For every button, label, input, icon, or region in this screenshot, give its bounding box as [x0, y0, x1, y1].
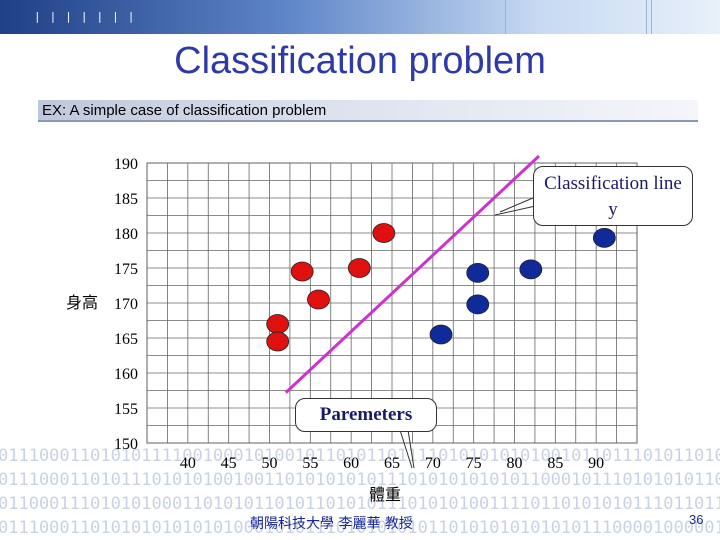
data-point: [266, 314, 290, 334]
data-point: [592, 227, 616, 248]
y-tick-label: 190: [114, 156, 138, 173]
binary-background: 0111000110101011110010001010010110101101…: [0, 440, 720, 540]
x-axis-label: 體重: [369, 485, 401, 504]
y-axis-label: 身高: [66, 293, 98, 312]
footer-credit: 朝陽科技大學 李麗華 教授: [250, 516, 413, 532]
x-tick-label: 50: [262, 455, 278, 472]
x-tick-label: 65: [384, 455, 400, 472]
y-tick-label: 160: [114, 366, 138, 383]
x-tick-label: 70: [425, 455, 441, 472]
x-tick-label: 55: [302, 455, 318, 472]
banner-panel-right: [651, 0, 720, 34]
data-point: [266, 331, 290, 352]
x-tick-label: 90: [588, 455, 604, 472]
y-tick-label: 155: [114, 401, 138, 418]
callout-pointer: [407, 429, 415, 469]
data-point: [290, 261, 314, 282]
binary-row: 0111000110101011110010001010010110101101…: [0, 446, 720, 466]
callout-pointer: [494, 204, 541, 216]
y-tick-label: 175: [114, 261, 138, 278]
banner-panel: [505, 0, 647, 34]
callout-pointer: [399, 429, 413, 469]
y-tick-label: 185: [114, 191, 138, 208]
data-point: [429, 324, 453, 345]
y-tick-label: 150: [114, 436, 138, 453]
data-points: [266, 223, 616, 352]
y-tick-label: 170: [114, 296, 138, 313]
y-tick-label: 165: [114, 331, 138, 348]
data-point: [466, 262, 490, 283]
tick-labels: 150 155 160 165 170 175 180 185 190 40 45 50 55 60 65 7…: [114, 156, 604, 472]
data-point: [372, 223, 396, 243]
binary-row: 0111000110101010101010100010101110101010…: [0, 518, 720, 538]
x-tick-label: 75: [466, 455, 482, 472]
parameters-callout: Paremeters: [295, 398, 437, 432]
data-point: [519, 259, 543, 280]
x-tick-label: 60: [343, 455, 359, 472]
y-tick-label: 180: [114, 226, 138, 243]
page-number: 36: [689, 512, 704, 527]
x-tick-label: 45: [221, 455, 237, 472]
data-point: [307, 289, 330, 310]
binary-row: 0110001110101010001101010110101101010111…: [0, 494, 720, 514]
x-tick-label: 85: [547, 455, 563, 472]
classification-line: [284, 154, 541, 394]
top-banner: |||||||: [0, 0, 720, 34]
slide-title: Classification problem: [174, 40, 546, 82]
x-tick-label: 80: [507, 455, 523, 472]
x-tick-label: 40: [180, 455, 196, 472]
binary-row: 0111000110101110101010010011010101010111…: [0, 470, 720, 490]
classification-line-callout: Classification line y: [533, 166, 693, 226]
classification-line-layer: [284, 154, 541, 469]
banner-tick-marks: |||||||: [34, 10, 144, 23]
slide-subtitle: EX: A simple case of classification prob…: [38, 100, 698, 122]
data-point: [347, 258, 371, 278]
grid-lines: [146, 162, 638, 444]
data-point: [466, 294, 490, 315]
